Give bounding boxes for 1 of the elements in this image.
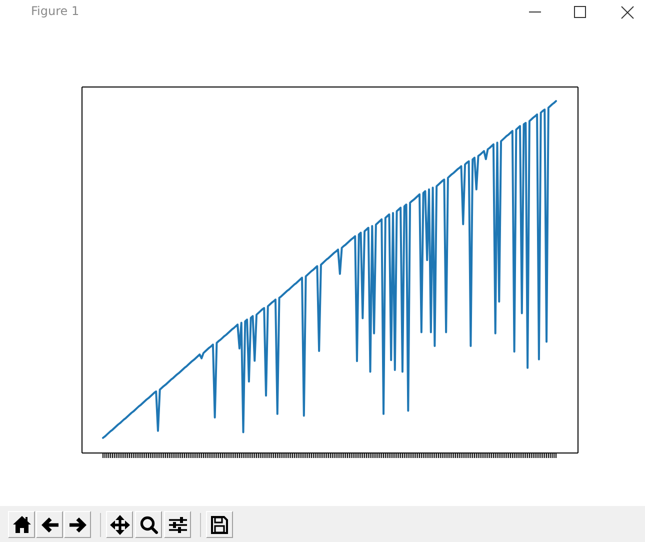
caption: Figure 1 — [31, 4, 80, 18]
